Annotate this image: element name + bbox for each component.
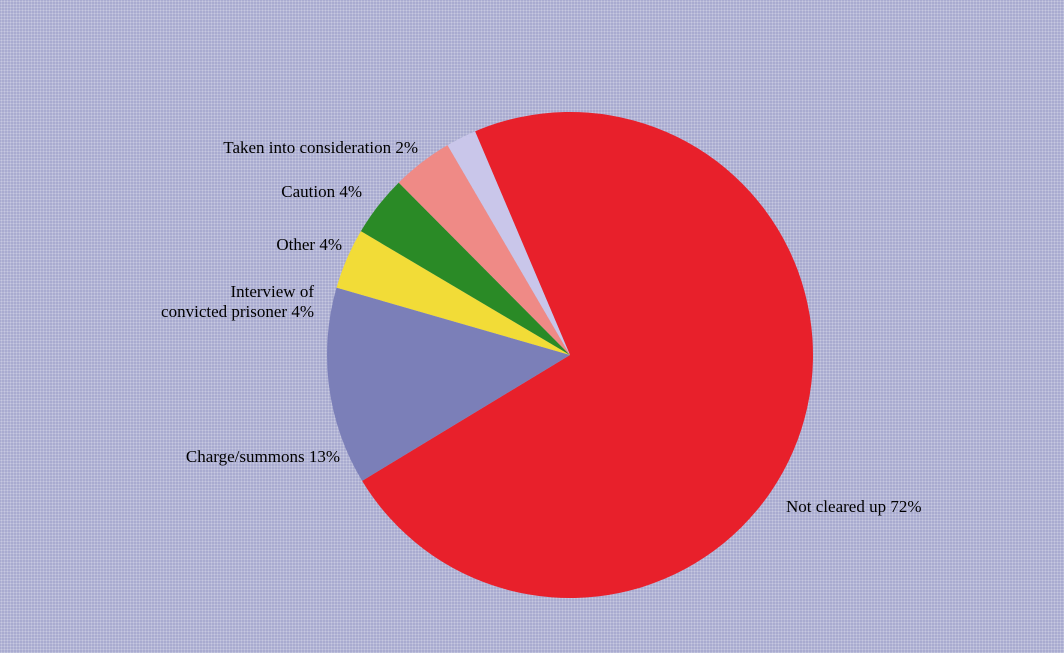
pie-label-caution: Caution 4% bbox=[281, 182, 362, 201]
pie-label-taken-into-consideration: Taken into consideration 2% bbox=[223, 138, 418, 157]
pie-label-charge-summons: Charge/summons 13% bbox=[186, 447, 340, 466]
pie-labels: Not cleared up 72% Charge/summons 13% Inte… bbox=[161, 138, 921, 516]
pie-slice-taken-into-consideration bbox=[447, 131, 570, 355]
pie-slice-not-cleared-up bbox=[362, 111, 813, 598]
pie-label-other: Other 4% bbox=[276, 235, 342, 254]
pie-label-interview-of-convicted-prisoner: Interview of convicted prisoner 4% bbox=[161, 282, 314, 321]
pie-slice-other bbox=[360, 182, 570, 355]
pie-label-not-cleared-up: Not cleared up 72% bbox=[786, 497, 921, 516]
pie-slice-charge-summons bbox=[327, 287, 570, 481]
pie-slice-interview-of-convicted-prisoner bbox=[336, 231, 570, 355]
pie-slices bbox=[327, 111, 813, 598]
pie-slice-caution bbox=[398, 145, 570, 355]
